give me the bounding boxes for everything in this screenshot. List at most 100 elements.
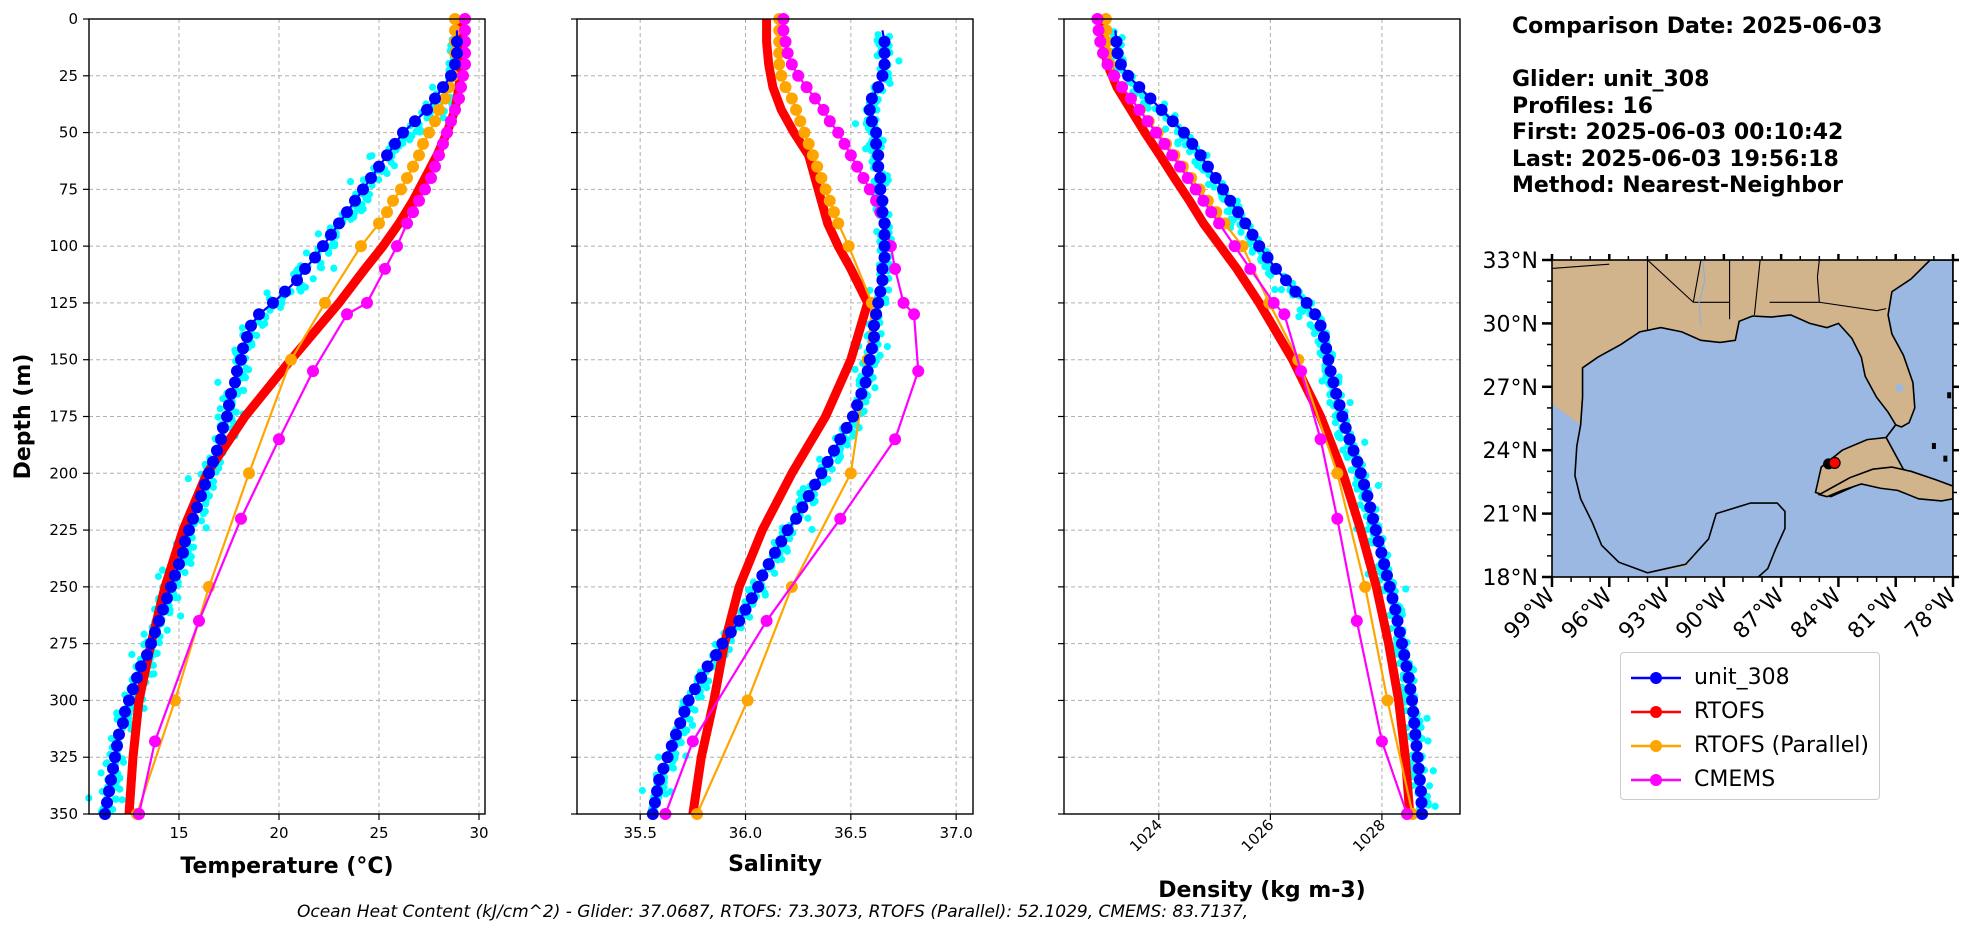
series-point-glider [449,58,461,71]
series-point-rtofs_parallel [243,467,255,480]
glider-raw-point [214,413,222,421]
series-point-cmems [1092,24,1105,37]
series-point-glider [872,296,885,309]
series-point-cmems [1141,115,1154,128]
map-border [1769,260,1820,303]
y-tick-label: 0 [68,10,78,28]
map-cuba [1817,466,1953,502]
glider-raw-point [746,613,754,621]
glider-raw-point [181,568,189,577]
series-point-glider [821,455,834,468]
series-point-glider [1317,331,1330,343]
series-point-glider [429,92,441,105]
glider-raw-point [783,547,791,555]
legend-line-icon [1631,672,1681,684]
series-point-glider [1201,160,1214,173]
series-point-cmems [459,24,471,37]
series-point-cmems [1278,308,1291,321]
series-point-glider [421,103,433,116]
series-point-cmems [1197,194,1210,207]
series-point-rtofs_parallel [798,126,811,139]
series-point-rtofs_parallel [773,47,786,60]
glider-raw-point [851,120,860,128]
series-point-glider [846,410,859,423]
series-point-glider [1412,762,1425,775]
series-point-glider [127,683,139,696]
series-point-glider [1366,512,1379,525]
series-point-glider [1186,137,1199,150]
series-point-glider [716,637,729,650]
glider-raw-point [785,535,794,543]
glider-raw-point [1347,466,1355,474]
series-point-cmems [785,58,798,71]
series-point-cmems [1108,69,1121,82]
series-point-glider [141,649,153,661]
series-point-glider [682,694,695,707]
series-point-glider [215,433,227,446]
series-point-glider [863,353,876,366]
series-point-rtofs_parallel [1331,467,1344,480]
x-tick-label: 36.5 [834,824,867,842]
legend-item-unit-308: unit_308 [1621,661,1879,695]
glider-raw-point [1237,228,1245,236]
x-tick-label: 20 [269,824,288,842]
glider-raw-point [1204,180,1213,188]
series-point-glider [1393,626,1406,639]
series-point-glider [365,172,377,184]
series-point-glider [1261,251,1274,264]
info-spacer [1512,41,1882,68]
series-point-glider [1375,546,1388,559]
series-point-cmems [777,24,790,37]
series-point-cmems [817,103,830,116]
series-point-glider [870,308,883,321]
glider-raw-point [1364,525,1372,534]
series-point-glider [1389,603,1402,616]
series-line-rtofs [1095,18,1415,815]
series-point-cmems [779,35,792,48]
series-point-glider [1289,285,1302,298]
series-point-glider [1383,580,1396,593]
legend-line-icon [1631,706,1681,718]
series-point-glider [876,262,889,275]
glider-raw-point [209,483,217,491]
series-point-glider [1398,649,1411,661]
series-point-cmems [851,160,864,173]
series-point-cmems [193,614,205,627]
y-tick-label: 300 [49,691,78,709]
series-point-rtofs_parallel [401,172,413,184]
series-point-glider [710,649,723,661]
series-point-glider [790,512,803,525]
map-border [1692,260,1702,303]
series-point-cmems [908,308,921,321]
series-point-glider [1246,228,1259,241]
series-point-glider [1133,81,1146,94]
map-x-tick-label: 81°W [1843,583,1904,644]
series-point-glider [267,296,279,309]
glider-raw-point [232,408,240,416]
series-point-cmems [1133,103,1146,116]
series-point-cmems [889,433,902,446]
series-point-glider [1404,683,1417,696]
map-border [1647,260,1694,303]
series-point-cmems [437,137,449,150]
glider-raw-point [163,626,171,634]
glider-raw-point [331,240,339,248]
series-point-glider [1279,274,1292,287]
series-point-glider [229,376,241,389]
glider-raw-point [638,786,646,795]
series-point-glider [1224,194,1237,207]
series-point-rtofs_parallel [794,115,807,128]
series-point-glider [187,512,199,525]
info-block: Comparison Date: 2025-06-03 Glider: unit… [1512,14,1882,200]
series-point-glider [840,421,853,434]
series-point-glider [299,262,311,275]
glider-raw-point [1374,481,1382,490]
series-point-glider [1414,785,1427,798]
series-point-glider [357,183,369,196]
series-point-glider [105,773,117,786]
glider-raw-point [128,650,136,659]
series-point-cmems [401,217,413,230]
series-point-glider [1408,717,1421,730]
series-point-glider [781,524,794,537]
series-point-glider [1110,35,1123,48]
